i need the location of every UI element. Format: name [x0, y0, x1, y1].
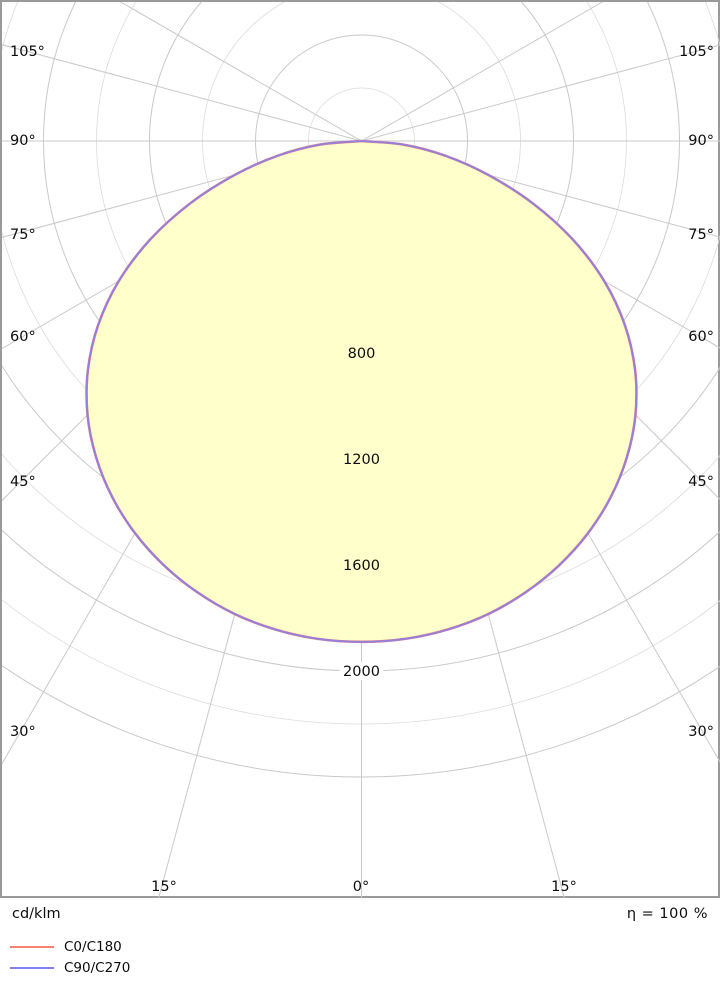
- angle-tick-labels: 105° 105° 90° 90° 75° 75° 60° 60° 45° 45° 30° 30° 15…: [10, 44, 714, 895]
- chart-footer: cd/klm η = 100 % C0/C180 C90/C270: [0, 898, 720, 982]
- svg-text:2000: 2000: [343, 664, 380, 680]
- svg-text:105°: 105°: [679, 44, 714, 60]
- svg-text:1600: 1600: [343, 558, 380, 574]
- svg-text:60°: 60°: [688, 329, 714, 345]
- efficiency-label: η = 100 %: [626, 906, 708, 922]
- svg-text:45°: 45°: [10, 474, 36, 490]
- svg-text:90°: 90°: [688, 133, 714, 149]
- radial-tick-labels: 800 1200 1600 2000: [339, 344, 384, 680]
- svg-text:1200: 1200: [343, 452, 380, 468]
- unit-label: cd/klm: [12, 906, 61, 922]
- svg-text:800: 800: [348, 346, 376, 362]
- svg-text:90°: 90°: [10, 133, 36, 149]
- svg-text:75°: 75°: [10, 227, 36, 243]
- polar-chart-frame: 800 1200 1600 2000 105° 105° 90° 90° 75° 75° 60° 6…: [0, 0, 720, 900]
- legend-item-c90-c270[interactable]: C90/C270: [10, 957, 130, 978]
- legend-label-c90-c270: C90/C270: [64, 959, 131, 976]
- legend-item-c0-c180[interactable]: C0/C180: [10, 936, 130, 957]
- svg-text:30°: 30°: [10, 724, 36, 740]
- svg-text:15°: 15°: [151, 879, 177, 895]
- svg-text:15°: 15°: [551, 879, 577, 895]
- svg-text:60°: 60°: [10, 329, 36, 345]
- polar-intensity-plot: 800 1200 1600 2000 105° 105° 90° 90° 75° 75° 60° 6…: [2, 2, 720, 900]
- legend-swatch-c90-c270: [10, 966, 54, 969]
- distribution-curves: [85, 139, 638, 644]
- svg-text:0°: 0°: [353, 879, 369, 895]
- legend-swatch-c0-c180: [10, 945, 54, 948]
- svg-text:30°: 30°: [688, 724, 714, 740]
- svg-text:45°: 45°: [688, 474, 714, 490]
- legend-label-c0-c180: C0/C180: [64, 938, 122, 955]
- svg-text:105°: 105°: [10, 44, 45, 60]
- svg-text:75°: 75°: [688, 227, 714, 243]
- chart-legend: C0/C180 C90/C270: [10, 936, 130, 978]
